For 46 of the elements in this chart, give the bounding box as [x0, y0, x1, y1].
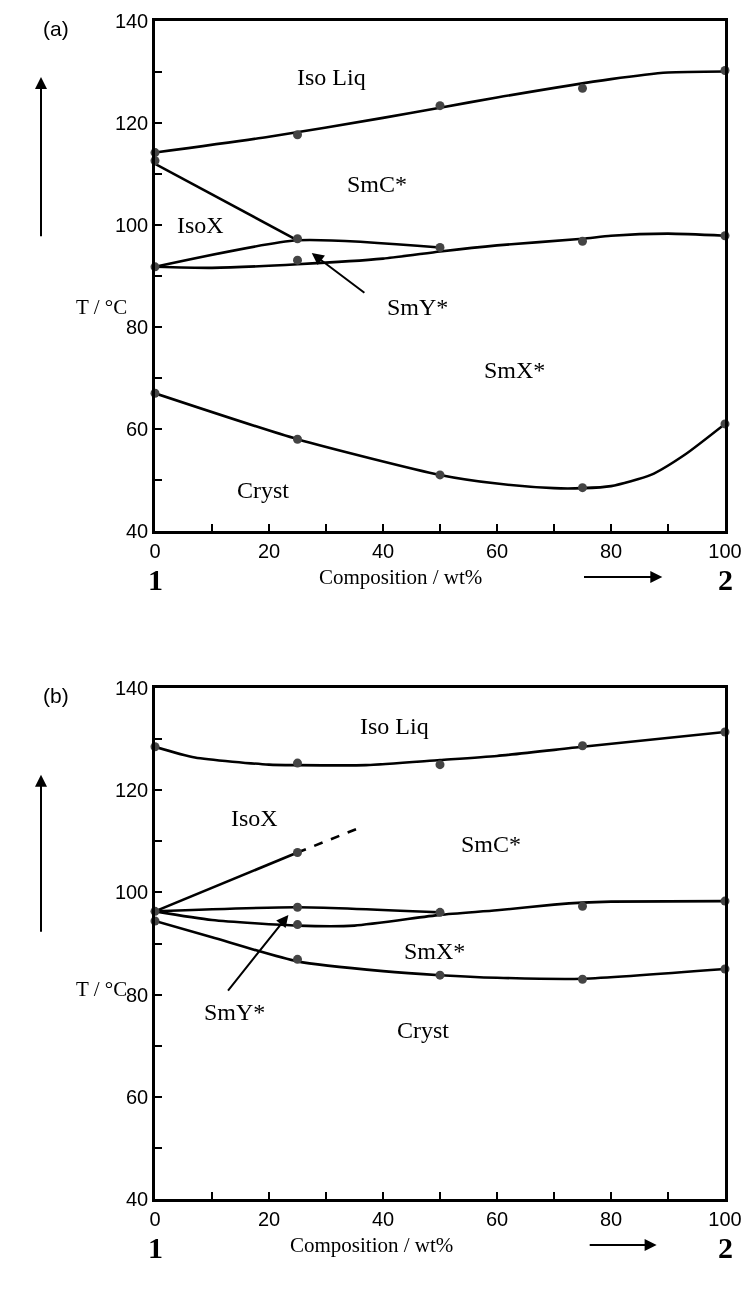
x-tick-label: 0: [149, 1207, 161, 1230]
annotation: SmX*: [484, 357, 546, 383]
annotation: IsoX: [231, 805, 278, 831]
x-tick-label: 60: [485, 539, 509, 562]
x-tick-label: 80: [599, 1207, 623, 1230]
x-tick-label: 40: [371, 1207, 395, 1230]
x-tick-label: 100: [708, 1207, 742, 1230]
y-tick-label: 120: [114, 112, 149, 134]
annotation: SmY*: [387, 294, 449, 320]
x-axis-title: Composition / wt%: [290, 1233, 454, 1257]
y-tick-label: 140: [114, 10, 149, 32]
annotation: Iso Liq: [360, 713, 429, 739]
annotation: SmC*: [347, 171, 408, 197]
y-axis-title: T / °C: [76, 977, 128, 1001]
text: 1: [148, 563, 163, 596]
x-tick-label: 40: [371, 539, 395, 562]
annotation: SmC*: [461, 831, 522, 857]
chart-title: (a): [43, 17, 69, 40]
y-tick-label: 60: [126, 1085, 149, 1108]
y-tick-label: 100: [114, 214, 149, 236]
annotation: IsoX: [177, 212, 224, 238]
chart-title: (b): [43, 684, 69, 707]
y-axis-title: T / °C: [76, 295, 128, 319]
annotation: SmX*: [404, 938, 466, 964]
x-axis-title: Composition / wt%: [319, 565, 483, 589]
y-tick-label: 80: [126, 983, 149, 1006]
y-tick-label: 100: [114, 881, 149, 904]
text: 2: [718, 1231, 733, 1264]
annotation: SmY*: [204, 999, 266, 1025]
text: 2: [718, 563, 733, 596]
y-tick-label: 140: [114, 677, 149, 699]
x-tick-label: 100: [708, 539, 742, 562]
x-tick-label: 20: [257, 539, 281, 562]
y-tick-label: 40: [126, 1188, 149, 1210]
x-tick-label: 60: [485, 1207, 509, 1230]
y-tick-label: 120: [114, 779, 149, 802]
x-tick-label: 80: [599, 539, 623, 562]
annotation: Iso Liq: [297, 64, 366, 90]
annotation: Cryst: [397, 1017, 450, 1043]
text: 1: [148, 1231, 163, 1264]
annotation: Cryst: [237, 477, 290, 503]
x-tick-label: 20: [257, 1207, 281, 1230]
y-tick-label: 80: [126, 316, 149, 338]
y-tick-label: 40: [126, 520, 149, 542]
y-tick-label: 60: [126, 418, 149, 440]
x-tick-label: 0: [149, 539, 161, 562]
